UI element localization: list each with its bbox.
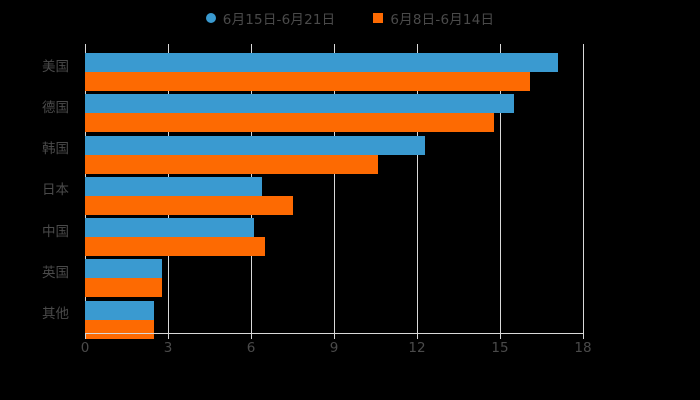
x-tick-label: 6 (246, 340, 256, 356)
x-axis-line (85, 333, 584, 334)
bar-英国-series-2[interactable] (85, 278, 163, 298)
bar-日本-series-2[interactable] (85, 195, 293, 215)
bar-德国-series-1[interactable] (85, 94, 514, 114)
y-axis-labels: 美国德国韩国日本中国英国其他 (0, 44, 78, 333)
bar-row (85, 44, 583, 91)
bar-row (85, 209, 583, 257)
legend-label-series-2: 6月8日-6月14日 (390, 12, 495, 28)
bar-rows (85, 44, 583, 339)
bar-日本-series-1[interactable] (85, 176, 263, 196)
y-axis-label-美国: 美国 (42, 58, 69, 75)
gridline (583, 44, 584, 333)
bar-德国-series-2[interactable] (85, 113, 495, 133)
bar-中国-series-2[interactable] (85, 237, 265, 257)
x-tick-label: 15 (491, 340, 509, 356)
legend-item-series-2[interactable]: 6月8日-6月14日 (373, 8, 494, 28)
x-axis-ticks: 0 3 6 9 12 15 18 (81, 334, 592, 358)
x-tick-label: 12 (408, 340, 426, 356)
bar-韩国-series-2[interactable] (85, 154, 379, 174)
x-tick-label: 0 (80, 340, 90, 356)
bar-row (85, 168, 583, 215)
y-axis-label-韩国: 韩国 (42, 141, 69, 158)
bar-美国-series-2[interactable] (85, 72, 531, 91)
x-tick-label: 9 (329, 340, 339, 356)
bar-其他-series-1[interactable] (85, 300, 155, 320)
y-axis-label-日本: 日本 (42, 182, 69, 199)
x-tick-label: 18 (574, 340, 592, 356)
x-tick-mark (334, 334, 335, 339)
bar-row (85, 127, 583, 174)
y-axis-label-德国: 德国 (42, 99, 69, 116)
bar-美国-series-1[interactable] (85, 53, 559, 72)
legend-label-series-1: 6月15日-6月21日 (222, 12, 336, 28)
x-tick-mark (251, 334, 252, 339)
bar-英国-series-1[interactable] (85, 259, 163, 279)
circle-marker-icon (205, 13, 216, 23)
x-tick-mark (417, 334, 418, 339)
x-tick-mark (583, 334, 584, 339)
y-axis-label-其他: 其他 (42, 306, 69, 323)
plot-area (85, 44, 584, 339)
y-axis-label-英国: 英国 (42, 265, 69, 282)
x-tick-mark (500, 334, 501, 339)
y-axis-label-中国: 中国 (42, 223, 69, 240)
x-tick-mark (85, 334, 86, 339)
bar-韩国-series-1[interactable] (85, 135, 426, 155)
bar-中国-series-1[interactable] (85, 218, 254, 238)
bar-row (85, 250, 583, 298)
x-tick-label: 3 (163, 340, 173, 356)
bar-row (85, 292, 583, 339)
x-tick-mark (168, 334, 169, 339)
chart-legend: 6月15日-6月21日 6月8日-6月14日 (0, 6, 700, 30)
legend-item-series-1[interactable]: 6月15日-6月21日 (205, 8, 336, 28)
bar-row (85, 85, 583, 133)
square-marker-icon (373, 13, 384, 23)
